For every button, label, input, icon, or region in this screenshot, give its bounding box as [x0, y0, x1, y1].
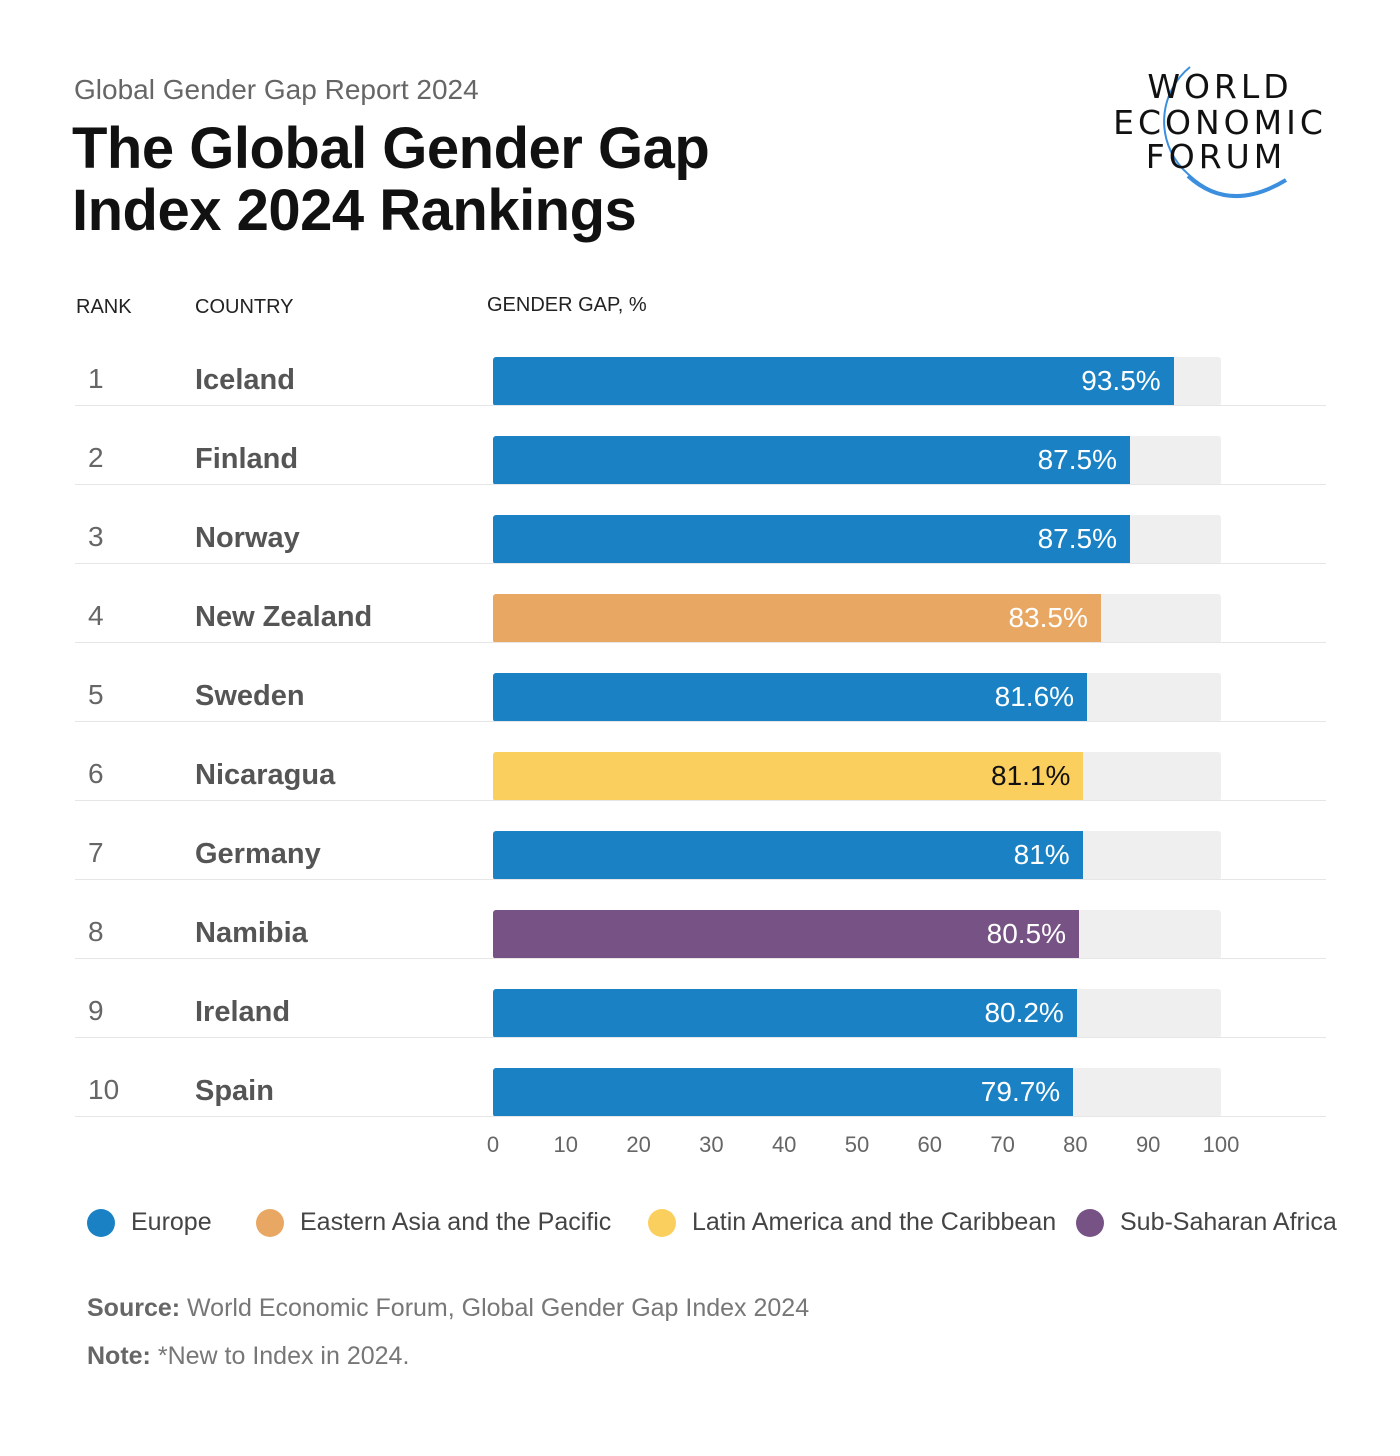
bar-nicaragua — [493, 752, 1084, 801]
x-tick-label: 70 — [990, 1132, 1015, 1157]
rank-number: 9 — [88, 995, 104, 1026]
x-tick-label: 60 — [917, 1132, 943, 1157]
x-tick-label: 80 — [1063, 1132, 1088, 1157]
rank-number: 10 — [88, 1074, 120, 1105]
rank-column-header: RANK — [76, 296, 132, 318]
wef-logo: WORLD ECONOMIC FORUM — [1113, 66, 1327, 199]
country-name: Finland — [195, 443, 299, 475]
source-note: Source: World Economic Forum, Global Gen… — [87, 1294, 809, 1323]
row-divider — [75, 642, 1326, 643]
note-label: Note: — [87, 1342, 151, 1370]
row-divider — [75, 721, 1326, 722]
country-name: Norway — [195, 522, 300, 554]
row-divider — [75, 800, 1326, 801]
country-name: Iceland — [195, 364, 295, 396]
legend-swatch — [1076, 1208, 1104, 1237]
bar-new-zealand — [493, 594, 1101, 643]
bar-value-label: 83.5% — [1008, 602, 1088, 633]
x-tick-label: 40 — [771, 1132, 797, 1157]
bar-value-label: 81% — [1013, 839, 1070, 870]
rank-number: 1 — [88, 363, 104, 394]
bar-value-label: 80.5% — [986, 918, 1067, 949]
svg-text:WORLD: WORLD — [1147, 67, 1292, 106]
legend-item: Europe — [87, 1208, 212, 1237]
svg-text:ECONOMIC: ECONOMIC — [1113, 103, 1327, 142]
bar-iceland — [493, 357, 1174, 406]
source-text: World Economic Forum, Global Gender Gap … — [180, 1294, 810, 1322]
row-divider — [75, 958, 1326, 959]
bar-germany — [493, 831, 1083, 880]
rank-number: 3 — [88, 521, 104, 552]
source-label: Source: — [87, 1294, 181, 1322]
rank-number: 6 — [88, 758, 104, 789]
x-tick-label: 90 — [1135, 1132, 1161, 1157]
bar-spain — [493, 1068, 1074, 1117]
row-divider — [75, 484, 1326, 485]
bar-value-label: 87.5% — [1037, 523, 1117, 554]
legend-item: Latin America and the Caribbean — [648, 1208, 1056, 1237]
bar-value-label: 87.5% — [1037, 444, 1117, 475]
row-divider — [75, 1037, 1326, 1038]
rank-number: 2 — [88, 442, 104, 473]
country-name: Spain — [195, 1075, 274, 1107]
rank-number: 8 — [88, 916, 104, 947]
footnote: Note: *New to Index in 2024. — [87, 1342, 409, 1371]
rank-number: 7 — [88, 837, 104, 868]
legend-item: Eastern Asia and the Pacific — [256, 1208, 611, 1237]
x-tick-label: 0 — [486, 1132, 500, 1157]
bar-value-label: 80.2% — [984, 997, 1064, 1028]
chart-title: The Global Gender Gap Index 2024 Ranking… — [72, 116, 710, 243]
country-name: Nicaragua — [195, 759, 336, 791]
rank-number: 4 — [88, 600, 104, 631]
rank-number: 5 — [88, 679, 104, 710]
legend-swatch — [648, 1208, 676, 1237]
bar-ireland — [493, 989, 1077, 1038]
row-divider — [75, 405, 1326, 406]
country-name: Sweden — [195, 680, 305, 712]
bar-value-label: 81.1% — [991, 760, 1071, 791]
bar-finland — [493, 436, 1130, 485]
row-divider — [75, 563, 1326, 564]
report-subtitle: Global Gender Gap Report 2024 — [74, 74, 479, 105]
country-name: Ireland — [195, 996, 291, 1028]
country-column-header: COUNTRY — [195, 296, 294, 318]
row-divider — [75, 1116, 1326, 1117]
legend-swatch — [87, 1208, 115, 1237]
bar-sweden — [493, 673, 1088, 722]
value-column-header: GENDER GAP, % — [487, 294, 647, 316]
country-name: Germany — [195, 838, 321, 870]
country-name: New Zealand — [195, 601, 373, 633]
bar-value-label: 93.5% — [1081, 365, 1161, 396]
legend-item: Sub-Saharan Africa — [1076, 1208, 1337, 1237]
bar-norway — [493, 515, 1130, 564]
x-tick-label: 100 — [1202, 1132, 1240, 1157]
svg-text:FORUM: FORUM — [1146, 137, 1287, 176]
note-text: *New to Index in 2024. — [150, 1342, 410, 1370]
legend-label: Europe — [131, 1208, 212, 1236]
country-name: Namibia — [195, 917, 308, 949]
bar-value-label: 81.6% — [994, 681, 1075, 712]
legend-label: Eastern Asia and the Pacific — [300, 1208, 612, 1236]
bar-value-label: 79.7% — [980, 1076, 1061, 1107]
x-tick-label: 20 — [626, 1132, 651, 1157]
x-tick-label: 10 — [553, 1132, 579, 1157]
legend-label: Latin America and the Caribbean — [692, 1208, 1057, 1236]
legend-label: Sub-Saharan Africa — [1120, 1208, 1337, 1236]
x-tick-label: 50 — [844, 1132, 870, 1157]
bar-namibia — [493, 910, 1080, 959]
legend-swatch — [256, 1208, 284, 1237]
x-tick-label: 30 — [699, 1132, 724, 1157]
row-divider — [75, 879, 1326, 880]
